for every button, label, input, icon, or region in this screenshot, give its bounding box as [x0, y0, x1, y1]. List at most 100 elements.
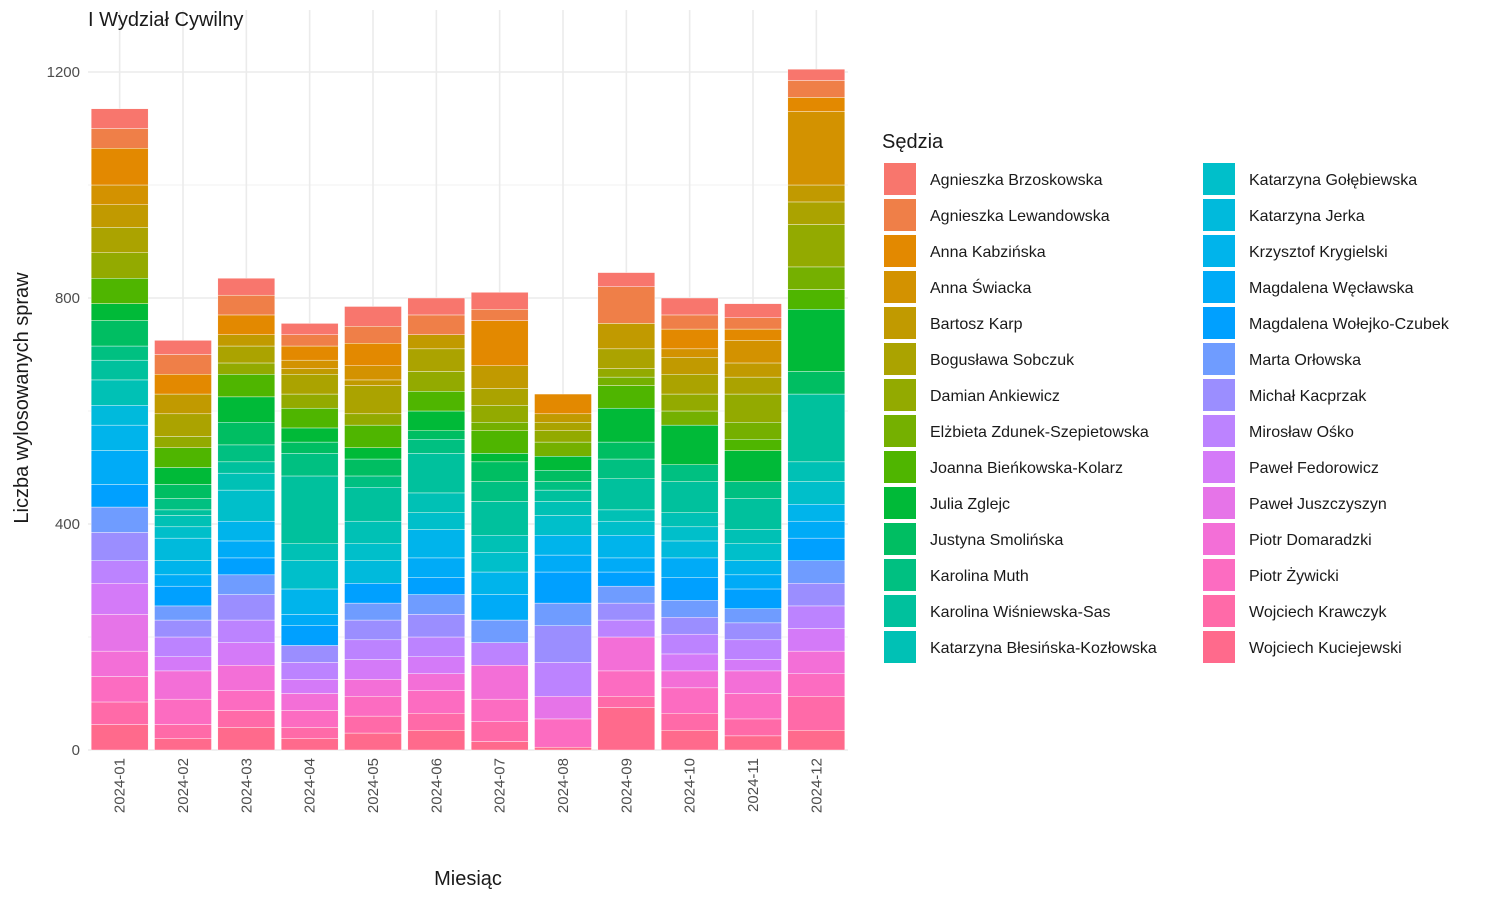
- x-tick-label: 2024-12: [808, 758, 825, 813]
- bar-segment: [407, 577, 466, 595]
- bar-segment: [407, 348, 466, 372]
- bar-segment: [787, 461, 846, 482]
- bar-segment: [154, 619, 212, 638]
- bar-segment: [407, 673, 466, 691]
- legend-key: [1203, 343, 1235, 375]
- x-tick-label: 2024-08: [555, 758, 572, 813]
- legend-key: [884, 415, 916, 447]
- bar-segment: [787, 224, 846, 268]
- bar-segment: [217, 690, 276, 711]
- bar-segment: [787, 605, 846, 629]
- bar-segment: [344, 343, 402, 367]
- legend-label: Damian Ankiewicz: [930, 388, 1060, 405]
- bar-segment: [90, 424, 149, 451]
- bar-segment: [787, 289, 846, 310]
- bar-segment: [534, 430, 592, 443]
- y-axis-title: Liczba wylosowanych spraw: [11, 272, 33, 524]
- bar-segment: [344, 379, 402, 386]
- bar-segment: [407, 656, 466, 674]
- bar-segment: [787, 184, 846, 203]
- bar-segment: [470, 665, 529, 700]
- bar-segment: [534, 718, 592, 748]
- bar-segment: [787, 504, 846, 522]
- legend-key: [1203, 451, 1235, 483]
- bar-segment: [344, 732, 402, 751]
- bar-segment: [280, 334, 339, 347]
- bar-segment: [597, 323, 656, 350]
- bar-segment: [470, 594, 529, 621]
- bar-segment: [534, 489, 592, 502]
- bar-segment: [344, 602, 402, 621]
- legend-key: [884, 595, 916, 627]
- x-tick-label: 2024-06: [428, 758, 445, 813]
- legend-key: [1203, 235, 1235, 267]
- y-tick-label: 0: [72, 742, 80, 759]
- bar-segment: [534, 535, 592, 556]
- bar-segment: [90, 614, 149, 652]
- bar-segment: [470, 365, 529, 389]
- legend-key: [884, 451, 916, 483]
- bar-segment: [787, 481, 846, 505]
- bar-segment: [90, 724, 149, 751]
- bar-segment: [660, 540, 719, 559]
- bar-segment: [407, 730, 466, 751]
- bar-segment: [724, 439, 782, 451]
- bar-segment: [407, 410, 466, 431]
- legend-label: Bogusława Sobczuk: [930, 352, 1075, 369]
- bar-segment: [724, 376, 782, 395]
- legend-key: [884, 271, 916, 303]
- bar-segment: [280, 323, 339, 335]
- bar-segment: [90, 184, 149, 205]
- y-tick-label: 1200: [47, 64, 80, 81]
- bar-segment: [90, 148, 149, 186]
- bar-segment: [280, 614, 339, 626]
- bar-segment: [660, 670, 719, 689]
- bar-segment: [217, 278, 276, 296]
- legend-label: Wojciech Kuciejewski: [1249, 640, 1402, 657]
- bar-segment: [217, 362, 276, 375]
- bar-segment: [724, 608, 782, 624]
- bar-segment: [660, 297, 719, 316]
- legend-label: Agnieszka Lewandowska: [930, 208, 1110, 225]
- bar-segment: [534, 393, 592, 415]
- legend-label: Paweł Fedorowicz: [1249, 460, 1379, 477]
- bar-segment: [217, 345, 276, 364]
- legend-label: Wojciech Krawczyk: [1249, 604, 1388, 621]
- bar-segment: [280, 560, 339, 590]
- bar-segment: [217, 574, 276, 595]
- bar-segment: [724, 560, 782, 576]
- bar-segment: [787, 520, 846, 539]
- bar-segment: [154, 498, 212, 511]
- bar-segment: [154, 574, 212, 587]
- legend-label: Anna Świacka: [930, 278, 1031, 297]
- bar-segment: [154, 560, 212, 576]
- bar-segment: [787, 97, 846, 112]
- bar-segment: [597, 286, 656, 324]
- bar-segment: [217, 727, 276, 751]
- bar-segment: [787, 730, 846, 751]
- bar-segment: [154, 436, 212, 448]
- bar-segment: [724, 735, 782, 751]
- bar-segment: [90, 379, 149, 406]
- legend-key: [1203, 523, 1235, 555]
- bar-segment: [154, 724, 212, 739]
- legend-label: Justyna Smolińska: [930, 532, 1063, 549]
- bar-segment: [344, 365, 402, 381]
- legend-key: [884, 199, 916, 231]
- bar-segment: [90, 506, 149, 533]
- bar-segment: [344, 619, 402, 641]
- x-tick-label: 2024-07: [492, 758, 509, 813]
- bar-segment: [724, 340, 782, 364]
- bar-segment: [597, 696, 656, 708]
- legend-key: [884, 235, 916, 267]
- bar-segment: [344, 696, 402, 717]
- bar-segment: [724, 328, 782, 341]
- bar-segment: [597, 535, 656, 559]
- bar-segment: [470, 422, 529, 431]
- legend-label: Karolina Wiśniewska-Sas: [930, 604, 1111, 621]
- bar-segment: [597, 571, 656, 587]
- bar-segment: [280, 475, 339, 544]
- bar-segment: [407, 614, 466, 638]
- bar-segment: [597, 348, 656, 369]
- bar-segment: [724, 317, 782, 330]
